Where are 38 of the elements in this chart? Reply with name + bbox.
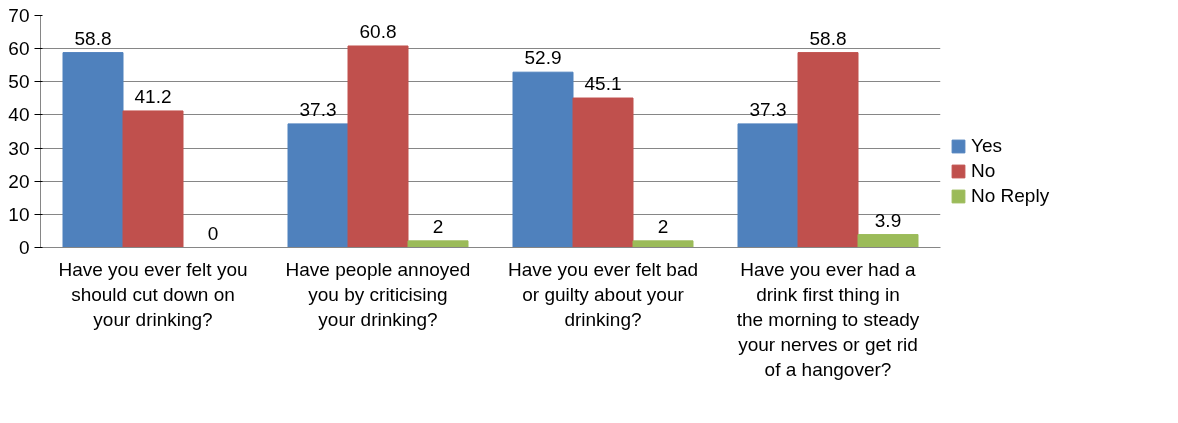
legend-label: Yes — [971, 135, 1002, 157]
y-tick-label: 40 — [8, 104, 30, 126]
bar — [122, 110, 184, 248]
data-label: 3.9 — [874, 209, 902, 231]
bar — [407, 240, 469, 248]
data-label: 0 — [207, 222, 219, 244]
x-tick-label: Have you ever felt bad or guilty about your drinking? — [507, 258, 699, 330]
data-label: 58.8 — [74, 27, 112, 49]
data-label: 58.8 — [809, 27, 847, 49]
data-label: 41.2 — [134, 85, 172, 107]
x-tick-label: Have people annoyed you by criticising your drinking? — [285, 258, 471, 330]
y-tick-label: 60 — [8, 38, 30, 60]
data-label: 52.9 — [524, 47, 562, 69]
data-label: 37.3 — [749, 98, 787, 120]
bar — [797, 52, 859, 248]
data-label: 2 — [657, 215, 669, 237]
x-tick-label: Have you ever had a drink first thing in the morning to steady your nerves or get rid of a hangover? — [736, 258, 920, 381]
bar — [572, 97, 634, 248]
y-tick-label: 20 — [8, 170, 30, 192]
y-tick-label: 30 — [8, 137, 30, 159]
x-tick-label: Have you ever felt you should cut down on your drinking? — [58, 258, 248, 330]
data-label: 37.3 — [299, 98, 337, 120]
data-label: 45.1 — [584, 73, 622, 95]
y-tick-label: 70 — [8, 5, 30, 26]
y-tick-label: 10 — [8, 203, 30, 225]
y-tick-label: 0 — [18, 237, 30, 258]
bar — [62, 52, 124, 248]
bar — [287, 123, 349, 248]
bar — [737, 123, 799, 248]
data-label: 2 — [432, 215, 444, 237]
legend-label: No Reply — [971, 185, 1050, 207]
y-tick-label: 50 — [8, 71, 30, 93]
bar — [857, 234, 919, 248]
legend-label: No — [971, 160, 996, 182]
bar — [347, 45, 409, 248]
bar — [632, 240, 694, 248]
bar — [512, 71, 574, 248]
data-label: 60.8 — [359, 20, 397, 42]
